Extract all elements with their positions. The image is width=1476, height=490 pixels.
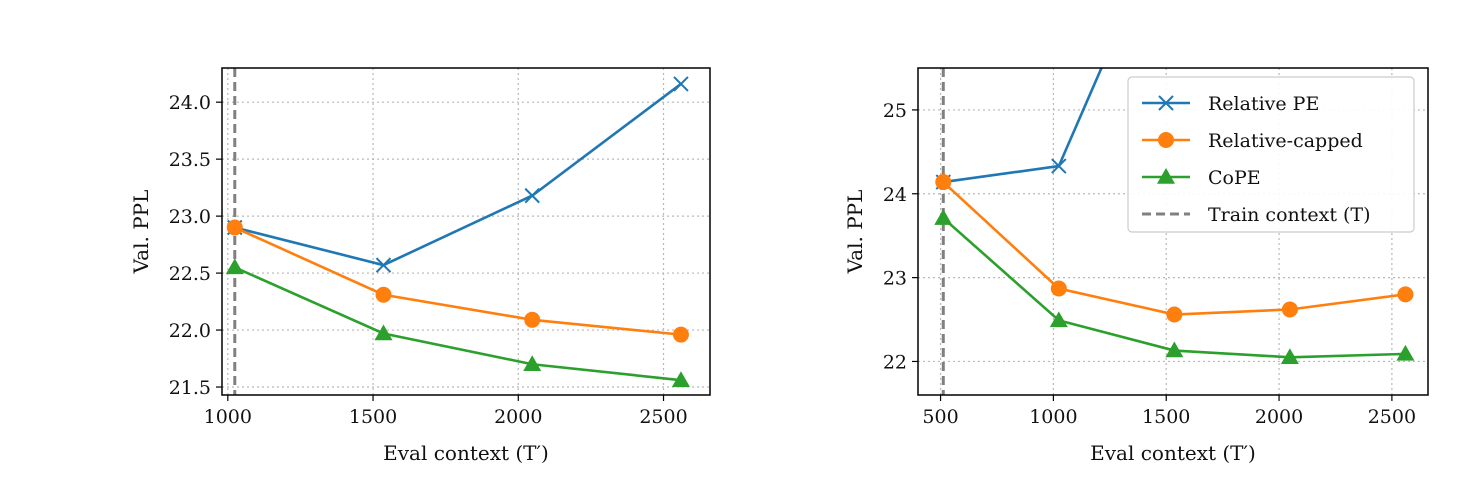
chart-2: 500 1000 1500 2000 2500 22 23 24 25 Eval context … [843,67,1429,465]
x-tick-label-1: 500 [922,406,958,428]
legend-swatch-marker-3 [1157,168,1175,184]
series-3-point-3 [1165,341,1184,358]
series-3-point-2 [1049,311,1068,328]
y-axis-label: Val. PPL [129,190,153,275]
series-3-point-4 [1280,348,1299,365]
series-2-point-1 [935,174,952,191]
y-tick-label-2: 23 [883,268,907,290]
series-3-point-5 [1396,344,1415,361]
series-line-1 [234,82,682,267]
series-3-point-3 [523,355,542,371]
x-axis-label: Eval context (T′) [383,441,549,465]
x-tick-label-1: 1000 [204,406,252,428]
series-1-point-2 [375,257,392,273]
plot-area-2 [934,68,1415,395]
legend-label-3: CoPE [1208,167,1261,189]
legend: Relative PE Relative-capped CoPE Train cont… [1127,76,1415,233]
axes-frame-1 [221,67,711,396]
series-3-point-4 [671,371,690,387]
series-1-point-2 [1051,158,1067,174]
series-2-point-2 [375,286,392,303]
series-2-point-4 [672,326,689,343]
legend-swatch-marker-1 [1158,95,1174,111]
x-tick-label-5: 2500 [1368,406,1416,428]
x-axis-label: Eval context (T′) [1090,441,1256,465]
series-2-point-2 [1050,280,1067,297]
axes-frame-2 [917,67,1429,396]
x-tick-label-2: 1000 [1029,406,1077,428]
series-line-3 [942,217,1406,359]
legend-label-2: Relative-capped [1208,130,1363,152]
x-tick-label-3: 2000 [494,406,542,428]
y-tick-label-5: 23.5 [169,149,211,171]
y-tick-label-2: 22.0 [169,320,211,342]
series-3-point-1 [934,209,953,225]
series-3-point-2 [374,324,393,341]
series-1-point-4 [673,76,689,92]
series-2-point-4 [1281,301,1298,318]
y-tick-label-3: 24 [883,184,907,206]
legend-label-4: Train context (T) [1208,204,1371,226]
legend-swatch-marker-2 [1158,132,1174,148]
series-2-point-3 [524,311,541,328]
series-2-point-3 [1166,306,1183,323]
series-2-point-5 [1397,286,1414,303]
series-3-point-1 [225,258,244,275]
x-tick-label-4: 2500 [639,406,687,428]
x-tick-label-4: 2000 [1255,406,1303,428]
series-line-3 [234,266,682,382]
y-tick-label-1: 22 [883,351,907,373]
series-2-point-1 [226,219,243,236]
chart-1: 1000 1500 2000 2500 21.5 22.0 22.5 23.0 23.5 24.0… [129,67,711,465]
y-tick-label-1: 21.5 [169,377,211,399]
x-tick-label-3: 1500 [1142,406,1190,428]
y-axis-label: Val. PPL [843,190,867,275]
y-tick-label-3: 22.5 [169,263,211,285]
series-1-point-3 [524,187,540,204]
y-tick-label-4: 25 [883,100,907,122]
series-line-2 [234,226,682,336]
plot-area-1 [225,68,690,395]
y-tick-label-4: 23.0 [169,206,211,228]
x-tick-label-2: 1500 [349,406,397,428]
legend-label-1: Relative PE [1208,93,1319,115]
y-tick-label-6: 24.0 [169,92,211,114]
legend-box [1127,76,1415,233]
